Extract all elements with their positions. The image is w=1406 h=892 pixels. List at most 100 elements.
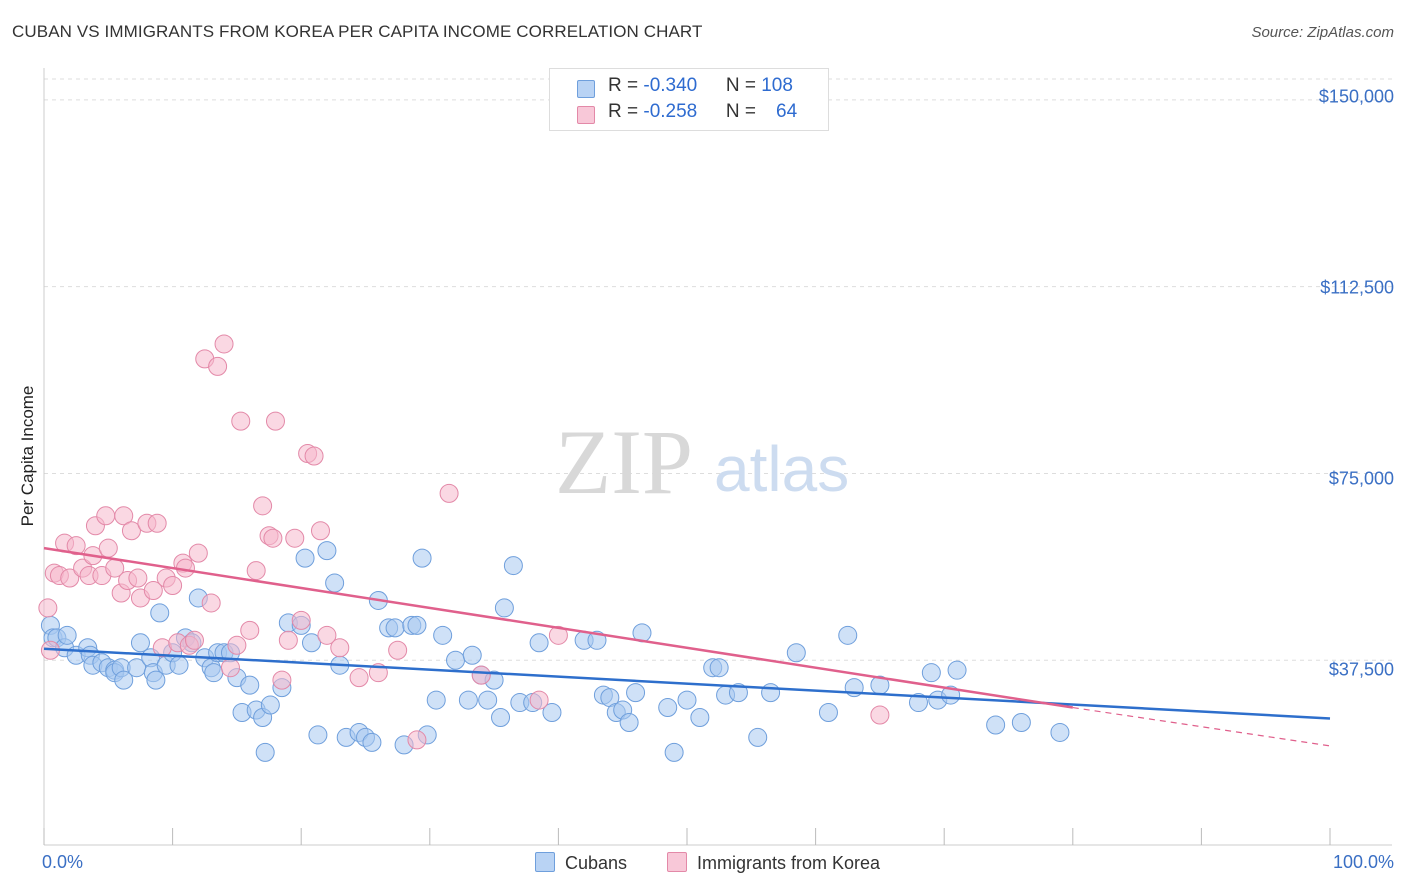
cubans-point (426, 690, 446, 710)
korea-point (471, 665, 491, 685)
korea-point (201, 593, 221, 613)
cubans-point (690, 708, 710, 728)
korea-point (272, 670, 292, 690)
legend-swatch-korea (667, 852, 687, 872)
korea-point (163, 576, 183, 596)
korea-point (220, 658, 240, 678)
korea-point (60, 568, 80, 588)
cubans-point (587, 630, 607, 650)
cubans-point (146, 670, 166, 690)
korea-point (407, 730, 427, 750)
cubans-point (317, 541, 337, 561)
korea-trend-line (43, 546, 1073, 709)
korea-point (310, 521, 330, 541)
korea-point (121, 521, 141, 541)
korea-point (330, 638, 350, 658)
legend-swatch-cubans (577, 80, 595, 98)
cubans-point (838, 625, 858, 645)
korea-point (214, 334, 234, 354)
y-tick-label: $37,500 (1328, 659, 1394, 680)
n-label: N = (725, 101, 762, 122)
korea-point (253, 496, 273, 516)
cubans-point (446, 650, 466, 670)
data-points (38, 334, 1070, 762)
axes (43, 68, 1392, 846)
cubans-point (478, 690, 498, 710)
cubans-point (542, 703, 562, 723)
r-value: -0.258 (643, 101, 698, 122)
legend-row-korea: R = -0.258 N = 64 (608, 101, 797, 123)
korea-point (114, 506, 134, 526)
r-label: R = (608, 101, 644, 122)
cubans-point (295, 548, 315, 568)
cubans-point (921, 663, 941, 683)
source-label: Source: ZipAtlas.com (1251, 24, 1394, 41)
r-value: -0.340 (643, 75, 698, 96)
cubans-point (908, 693, 928, 713)
cubans-point (677, 690, 697, 710)
cubans-point (325, 573, 345, 593)
cubans-point (728, 683, 748, 703)
cubans-point (709, 658, 729, 678)
korea-point (529, 690, 549, 710)
korea-point (870, 705, 890, 725)
korea-point (349, 668, 369, 688)
cubans-point (1011, 712, 1031, 732)
cubans-point (491, 708, 511, 728)
cubans-point (941, 685, 961, 705)
watermark-zip: ZIP (555, 411, 693, 513)
y-tick-label: $150,000 (1318, 86, 1394, 107)
legend-label-korea: Immigrants from Korea (697, 853, 881, 873)
korea-point (66, 536, 86, 556)
legend-swatch-korea (577, 106, 595, 124)
cubans-point (57, 625, 77, 645)
legend-swatch-cubans (535, 852, 555, 872)
korea-point (38, 598, 58, 618)
trend-lines (43, 546, 1331, 747)
korea-trend-extension (1072, 706, 1331, 747)
cubans-point (130, 633, 150, 653)
korea-point (188, 543, 208, 563)
cubans-point (786, 643, 806, 663)
cubans-point (385, 618, 405, 638)
cubans-point (986, 715, 1006, 735)
cubans-point (748, 727, 768, 747)
korea-point (304, 446, 324, 466)
cubans-point (529, 633, 549, 653)
korea-point (208, 356, 228, 376)
cubans-point (761, 683, 781, 703)
korea-point (246, 561, 266, 581)
korea-point (128, 568, 148, 588)
n-value: 108 (761, 75, 793, 96)
x-tick-label: 0.0% (42, 852, 84, 872)
korea-point (265, 411, 285, 431)
gridlines (44, 78, 1392, 661)
korea-point (285, 528, 305, 548)
cubans-point (362, 732, 382, 752)
korea-point (439, 483, 459, 503)
cubans-point (433, 625, 453, 645)
cubans-point (301, 633, 321, 653)
korea-point (240, 620, 260, 640)
korea-point (231, 411, 251, 431)
korea-point (388, 640, 408, 660)
legend-item-korea: Immigrants from Korea (667, 852, 880, 874)
y-tick-label: $75,000 (1328, 468, 1394, 489)
cubans-point (462, 645, 482, 665)
cubans-point (503, 556, 523, 576)
cubans-point (619, 712, 639, 732)
n-label: N = (725, 75, 762, 96)
y-tick-label: $112,500 (1320, 277, 1394, 298)
korea-point (548, 625, 568, 645)
cubans-point (1050, 722, 1070, 742)
watermark-atlas: atlas (714, 433, 849, 505)
cubans-point (204, 663, 224, 683)
korea-point (96, 506, 116, 526)
chart-title: CUBAN VS IMMIGRANTS FROM KOREA PER CAPIT… (12, 22, 703, 41)
korea-point (291, 610, 311, 630)
cubans-point (308, 725, 328, 745)
cubans-point (240, 675, 260, 695)
korea-point (278, 630, 298, 650)
cubans-point (260, 695, 280, 715)
